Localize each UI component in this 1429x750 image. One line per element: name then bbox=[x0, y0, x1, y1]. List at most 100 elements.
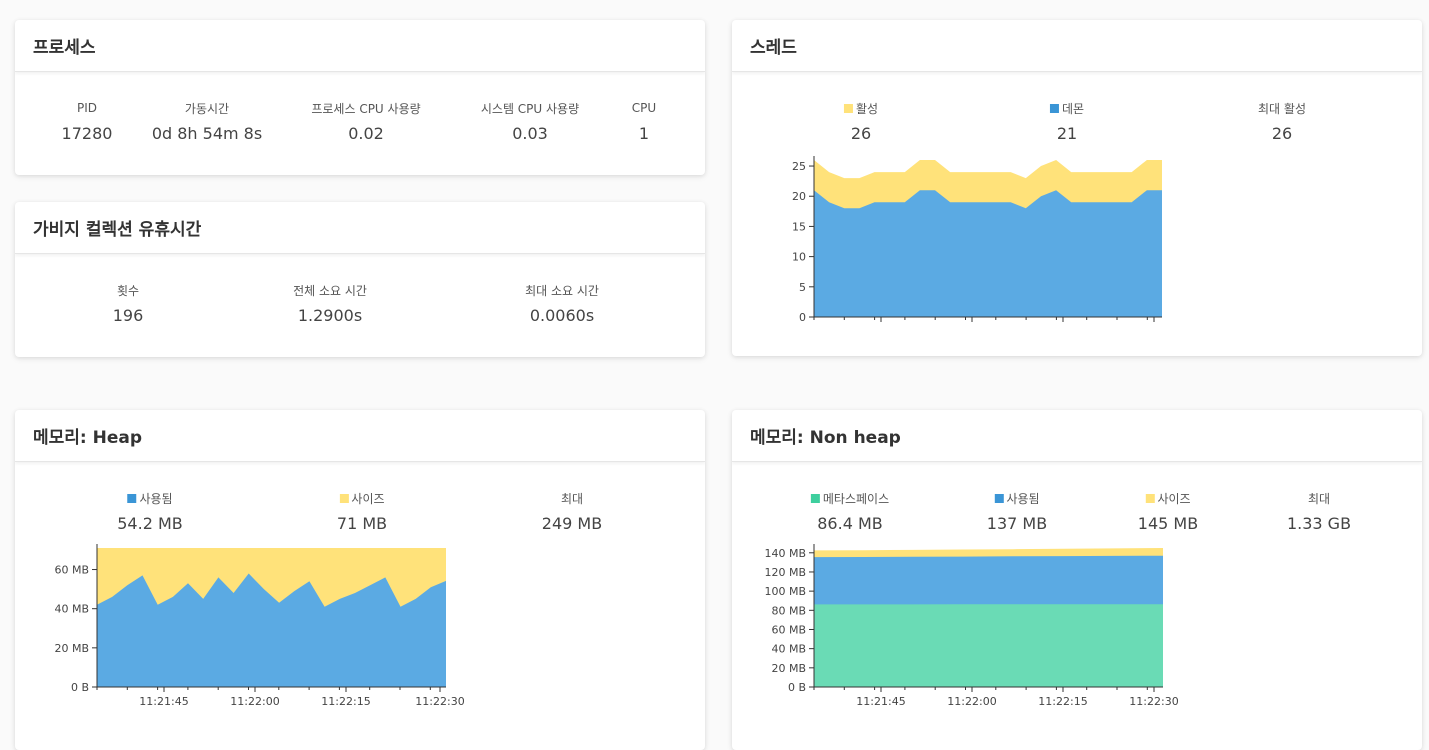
stat-value: 26 bbox=[1271, 124, 1293, 143]
stat-label: 최대 소요 시간 bbox=[525, 283, 599, 298]
stat-value: 21 bbox=[1056, 124, 1078, 143]
y-tick-label: 80 MB bbox=[771, 604, 806, 617]
gc-stat-total-time: 전체 소요 시간 1.2900s bbox=[293, 282, 367, 326]
x-tick-label: 11:22:15 bbox=[321, 695, 370, 708]
process-stat-cpu: CPU 1 bbox=[632, 100, 656, 143]
threads-stat-max-active: 최대 활성 26 bbox=[1258, 100, 1306, 144]
process-card: 프로세스 PID 17280 가동시간 0d 8h 54m 8s 프로세스 CP… bbox=[15, 20, 705, 175]
stat-value: 71 MB bbox=[336, 514, 388, 533]
nonheap-card-title: 메모리: Non heap bbox=[732, 410, 1422, 462]
process-card-title: 프로세스 bbox=[15, 20, 705, 72]
process-stat-process-cpu: 프로세스 CPU 사용량 0.02 bbox=[311, 100, 421, 144]
y-tick-label: 5 bbox=[799, 281, 806, 294]
x-tick-label: 11:22:30 bbox=[1129, 695, 1178, 708]
nonheap-stat-used: 사용됨 137 MB bbox=[986, 490, 1048, 534]
y-tick-label: 20 MB bbox=[771, 662, 806, 675]
legend-swatch-daemon bbox=[1049, 103, 1059, 113]
gc-card-title: 가비지 컬렉션 유휴시간 bbox=[15, 202, 705, 254]
process-stat-system-cpu: 시스템 CPU 사용량 0.03 bbox=[480, 100, 580, 144]
legend-swatch-size bbox=[339, 493, 349, 503]
series-area-0 bbox=[814, 190, 1162, 317]
stat-value: 196 bbox=[112, 306, 144, 325]
stat-value: 0.03 bbox=[512, 124, 548, 143]
stat-value: 0d 8h 54m 8s bbox=[151, 124, 263, 143]
stat-value: 249 MB bbox=[541, 514, 603, 533]
x-tick-label: 11:22:00 bbox=[947, 695, 996, 708]
legend-swatch-used bbox=[127, 493, 137, 503]
nonheap-chart: 0 B 20 MB 40 MB 60 MB 80 MB 100 MB 120 MB 140 M… bbox=[764, 544, 1179, 708]
heap-stat-max: 최대 249 MB bbox=[541, 490, 603, 534]
x-tick-label: 11:22:15 bbox=[1038, 695, 1087, 708]
stat-label: 프로세스 CPU 사용량 bbox=[311, 101, 421, 116]
x-tick-label: 11:21:45 bbox=[139, 695, 188, 708]
y-tick-label: 0 bbox=[799, 311, 806, 324]
nonheap-stat-max: 최대 1.33 GB bbox=[1286, 490, 1352, 534]
y-tick-label: 120 MB bbox=[764, 566, 806, 579]
heap-card-title: 메모리: Heap bbox=[15, 410, 705, 462]
y-tick-label: 0 B bbox=[71, 681, 89, 694]
heap-card: 메모리: Heap 사용됨 54.2 MB 사이즈 71 MB 최대 249 M… bbox=[15, 410, 705, 750]
stat-label: 최대 활성 bbox=[1258, 101, 1306, 116]
y-tick-label: 140 MB bbox=[764, 547, 806, 560]
series-area-0 bbox=[97, 573, 446, 687]
y-tick-label: 0 B bbox=[788, 681, 806, 694]
process-stat-pid: PID 17280 bbox=[62, 100, 113, 143]
threads-stat-daemon: 데몬 21 bbox=[1049, 100, 1085, 143]
stat-label: 가동시간 bbox=[184, 101, 230, 116]
nonheap-stat-metaspace: 메타스페이스 86.4 MB bbox=[810, 490, 890, 533]
stat-label: 사이즈 bbox=[1157, 491, 1191, 506]
stat-label: 횟수 bbox=[116, 283, 140, 298]
stat-label: 데몬 bbox=[1061, 101, 1085, 116]
heap-stat-size: 사이즈 71 MB bbox=[336, 490, 388, 534]
stat-value: 0.0060s bbox=[529, 306, 595, 325]
stat-label: 사용됨 bbox=[1006, 491, 1040, 506]
stat-value: 54.2 MB bbox=[117, 514, 183, 533]
y-tick-label: 20 MB bbox=[54, 642, 89, 655]
y-tick-label: 20 bbox=[792, 190, 806, 203]
stat-value: 145 MB bbox=[1137, 514, 1199, 533]
stat-label: PID bbox=[76, 101, 97, 115]
stat-value: 0.02 bbox=[348, 124, 384, 143]
y-tick-label: 40 MB bbox=[771, 643, 806, 656]
y-tick-label: 60 MB bbox=[54, 564, 89, 577]
gc-stat-count: 횟수 196 bbox=[112, 282, 144, 326]
y-tick-label: 40 MB bbox=[54, 603, 89, 616]
stat-value: 137 MB bbox=[986, 514, 1048, 533]
stat-label: 사이즈 bbox=[351, 491, 385, 506]
threads-stat-active: 활성 26 bbox=[843, 100, 879, 143]
y-tick-label: 25 bbox=[792, 160, 806, 173]
gc-stat-max-time: 최대 소요 시간 0.0060s bbox=[525, 282, 599, 326]
stat-label: 활성 bbox=[855, 101, 879, 116]
nonheap-stat-size: 사이즈 145 MB bbox=[1137, 490, 1199, 534]
y-tick-label: 10 bbox=[792, 251, 806, 264]
stat-label: CPU bbox=[631, 101, 657, 115]
stat-label: 사용됨 bbox=[139, 491, 173, 506]
stat-value: 86.4 MB bbox=[817, 514, 883, 533]
stat-label: 시스템 CPU 사용량 bbox=[480, 101, 580, 116]
legend-swatch-used bbox=[994, 493, 1004, 503]
stat-value: 26 bbox=[850, 124, 872, 143]
series-area-0 bbox=[814, 604, 1163, 687]
x-tick-label: 11:22:30 bbox=[415, 695, 464, 708]
threads-chart: 051015202511:21:4511:22:0011:22:1511:22:… bbox=[792, 156, 1162, 324]
threads-card: 스레드 활성 26 데몬 21 최대 활성 26 051015202511:21… bbox=[732, 20, 1422, 356]
stat-value: 17280 bbox=[61, 124, 113, 143]
threads-card-title: 스레드 bbox=[732, 20, 1422, 72]
nonheap-card: 메모리: Non heap 메타스페이스 86.4 MB 사용됨 137 MB … bbox=[732, 410, 1422, 750]
stat-value: 1.2900s bbox=[297, 306, 363, 325]
stat-value: 1.33 GB bbox=[1286, 514, 1352, 533]
stat-label: 전체 소요 시간 bbox=[293, 283, 367, 298]
stat-label: 최대 bbox=[1307, 491, 1331, 506]
stat-value: 1 bbox=[638, 124, 650, 143]
heap-chart: 0 B 20 MB 40 MB 60 MB 11:21:45 11:22:00 11:22:… bbox=[54, 544, 465, 708]
stat-label: 메타스페이스 bbox=[822, 491, 890, 506]
heap-stat-used: 사용됨 54.2 MB bbox=[117, 490, 183, 534]
legend-swatch-size bbox=[1145, 493, 1155, 503]
gc-card: 가비지 컬렉션 유휴시간 횟수 196 전체 소요 시간 1.2900s 최대 … bbox=[15, 202, 705, 357]
y-tick-label: 60 MB bbox=[771, 623, 806, 636]
legend-swatch-metaspace bbox=[810, 493, 820, 503]
process-stat-uptime: 가동시간 0d 8h 54m 8s bbox=[151, 100, 263, 144]
x-tick-label: 11:22:00 bbox=[230, 695, 279, 708]
y-tick-label: 15 bbox=[792, 220, 806, 233]
stat-label: 최대 bbox=[560, 491, 584, 506]
